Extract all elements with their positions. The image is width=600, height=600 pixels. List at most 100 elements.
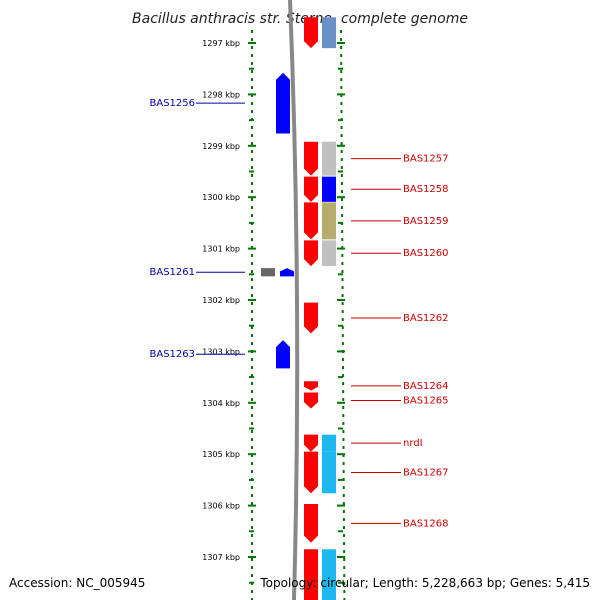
gene-features[interactable] [261, 17, 336, 600]
ring-dot [251, 310, 253, 313]
ring-dot [251, 294, 253, 297]
ring-dot [251, 86, 253, 89]
gene-label[interactable]: BAS1264 [403, 381, 449, 392]
cog-bar [322, 451, 336, 494]
gene-arrow[interactable] [304, 434, 318, 452]
ring-dot [251, 574, 253, 577]
ring-dot [341, 230, 344, 233]
minor-tick-right [338, 221, 343, 224]
ring-dot [341, 198, 344, 201]
ring-dot [251, 598, 253, 600]
gene-label[interactable]: BAS1262 [403, 313, 449, 324]
gene-label[interactable]: BAS1265 [403, 395, 449, 406]
gene-arrow[interactable] [280, 268, 294, 277]
gene-label[interactable]: BAS1258 [403, 184, 449, 195]
ring-dot [251, 286, 253, 289]
ring-dot [341, 334, 344, 337]
tick-label: 1306 kbp [202, 502, 240, 511]
minor-tick-left [249, 273, 254, 276]
ring-dot [340, 182, 343, 185]
gene-label[interactable]: BAS1263 [150, 349, 196, 360]
scale-ticks: 1297 kbp 1298 kbp 1299 kbp 1300 kbp 1301 kbp… [202, 39, 345, 584]
ring-dot [340, 126, 343, 129]
gene-arrow[interactable] [304, 392, 318, 409]
tick-mark-right [337, 299, 345, 301]
ring-dot [251, 534, 253, 537]
ring-dot [251, 510, 253, 513]
ring-dot [251, 502, 253, 505]
ring-dot [343, 598, 346, 600]
gene-arrow[interactable] [276, 340, 290, 369]
gene-arrow[interactable] [304, 302, 318, 334]
gene-label[interactable]: BAS1259 [403, 216, 449, 227]
ring-dot [342, 462, 345, 465]
ring-dot [342, 478, 345, 481]
ring-dot [341, 206, 344, 209]
cog-bar [322, 17, 336, 49]
tick-mark-right [337, 504, 345, 507]
gene-arrow[interactable] [304, 17, 318, 49]
gene-label[interactable]: BAS1267 [403, 467, 449, 478]
ring-dot [341, 302, 344, 305]
ring-dot [251, 238, 253, 241]
tick-mark-left [248, 350, 256, 353]
ring-dot [251, 110, 253, 113]
ring-dot [342, 390, 345, 393]
ring-dot [251, 334, 253, 337]
ring-dot [251, 470, 253, 473]
minor-tick-right [338, 119, 343, 122]
gene-arrow[interactable] [304, 451, 318, 494]
gene-label[interactable]: BAS1261 [150, 267, 196, 278]
minor-tick-right [338, 273, 343, 276]
ring-dot [251, 278, 253, 281]
ring-dot [342, 518, 345, 521]
minor-tick-left [249, 67, 254, 70]
ring-dot [251, 454, 253, 457]
gene-arrow[interactable] [304, 504, 318, 543]
tick-mark-right [337, 350, 345, 353]
gene-labels: BAS1256 BAS1257 BAS1258 BAS1259 BAS1260 BAS12… [150, 98, 449, 529]
gene-arrow[interactable] [304, 202, 318, 240]
gene-label[interactable]: nrdI [403, 438, 423, 449]
ring-dot [341, 310, 344, 313]
ring-dot [251, 390, 253, 393]
ring-dot [340, 174, 343, 177]
minor-tick-left [249, 170, 254, 173]
gene-arrow[interactable] [304, 549, 318, 600]
ring-dot [340, 102, 343, 105]
ring-dot [340, 38, 343, 41]
tick-mark-right [337, 401, 345, 404]
ring-dot [340, 166, 343, 169]
tick-label: 1299 kbp [202, 142, 240, 151]
gene-arrow[interactable] [304, 141, 318, 176]
tick-label: 1298 kbp [202, 90, 240, 99]
ring-dot [342, 406, 345, 409]
ring-dot [251, 550, 253, 553]
ring-dot [341, 246, 344, 249]
minor-tick-left [249, 427, 254, 430]
ring-dot [251, 206, 253, 209]
minor-tick-left [249, 530, 254, 533]
gene-label[interactable]: BAS1268 [403, 518, 449, 529]
tick-mark-left [248, 196, 256, 199]
gene-arrow[interactable] [304, 381, 318, 391]
ring-dot [251, 94, 253, 97]
gene-arrow[interactable] [276, 72, 290, 134]
ring-dot [251, 54, 253, 57]
ring-dot [251, 102, 253, 105]
tick-label: 1302 kbp [202, 296, 240, 305]
ring-dot [251, 262, 253, 265]
ring-dot [342, 454, 345, 457]
ring-dot [340, 54, 343, 57]
ring-dot [251, 414, 253, 417]
gene-label[interactable]: BAS1260 [403, 248, 449, 259]
ring-dot [251, 526, 253, 529]
gene-label[interactable]: BAS1257 [403, 154, 449, 165]
gene-label[interactable]: BAS1256 [150, 98, 196, 109]
ring-dot [251, 302, 253, 305]
gene-arrow[interactable] [304, 240, 318, 267]
gene-arrow[interactable] [304, 176, 318, 202]
ring-dot [340, 150, 343, 153]
minor-tick-right [338, 530, 343, 533]
